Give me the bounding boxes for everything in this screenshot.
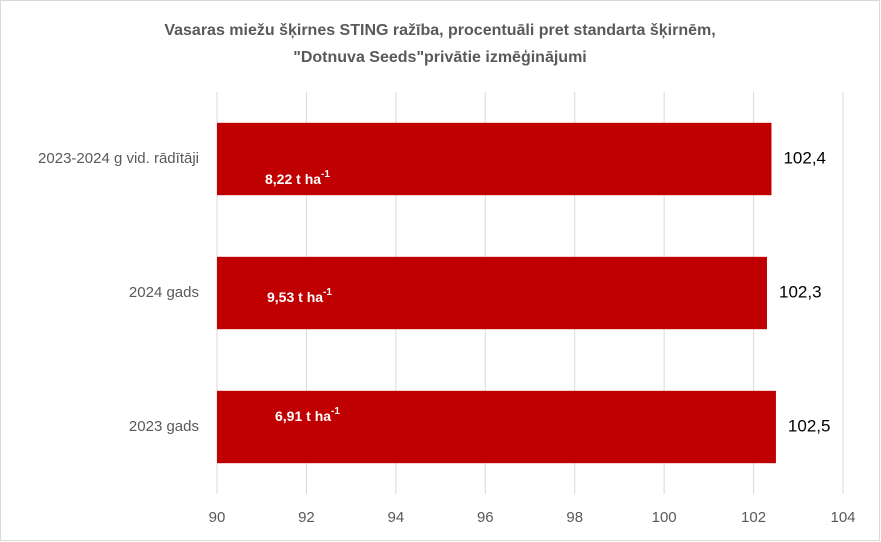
annotation-sup: -1: [321, 169, 330, 180]
value-label: 102,3: [779, 282, 822, 301]
y-tick-label: 2023 gads: [129, 418, 199, 435]
chart-title: Vasaras miežu šķirnes STING ražība, proc…: [164, 22, 715, 39]
bar: [217, 390, 776, 464]
annotation-sup: -1: [323, 287, 332, 298]
bar-annotation: 8,22 t ha-1: [265, 169, 330, 187]
x-tick-label: 92: [298, 509, 315, 526]
bar-annotation: 9,53 t ha-1: [267, 287, 332, 305]
value-label: 102,4: [783, 148, 826, 167]
annotation-text: 9,53 t ha: [267, 289, 323, 305]
x-tick-label: 94: [388, 509, 405, 526]
bar: [217, 256, 767, 330]
chart-title: "Dotnuva Seeds"privātie izmēģinājumi: [293, 48, 586, 66]
bar-annotation: 6,91 t ha-1: [275, 406, 340, 424]
x-tick-label: 96: [477, 509, 494, 526]
y-tick-label: 2023-2024 g vid. rādītāji: [38, 150, 199, 167]
x-tick-label: 98: [566, 509, 583, 526]
annotation-text: 8,22 t ha: [265, 171, 321, 187]
annotation-sup: -1: [331, 406, 340, 417]
x-tick-label: 100: [652, 509, 677, 526]
x-tick-label: 102: [741, 509, 766, 526]
annotation-text: 6,91 t ha: [275, 408, 331, 424]
x-tick-label: 104: [830, 509, 855, 526]
x-tick-label: 90: [209, 509, 226, 526]
value-label: 102,5: [788, 416, 831, 435]
bar: [217, 122, 772, 196]
y-tick-label: 2024 gads: [129, 284, 199, 301]
